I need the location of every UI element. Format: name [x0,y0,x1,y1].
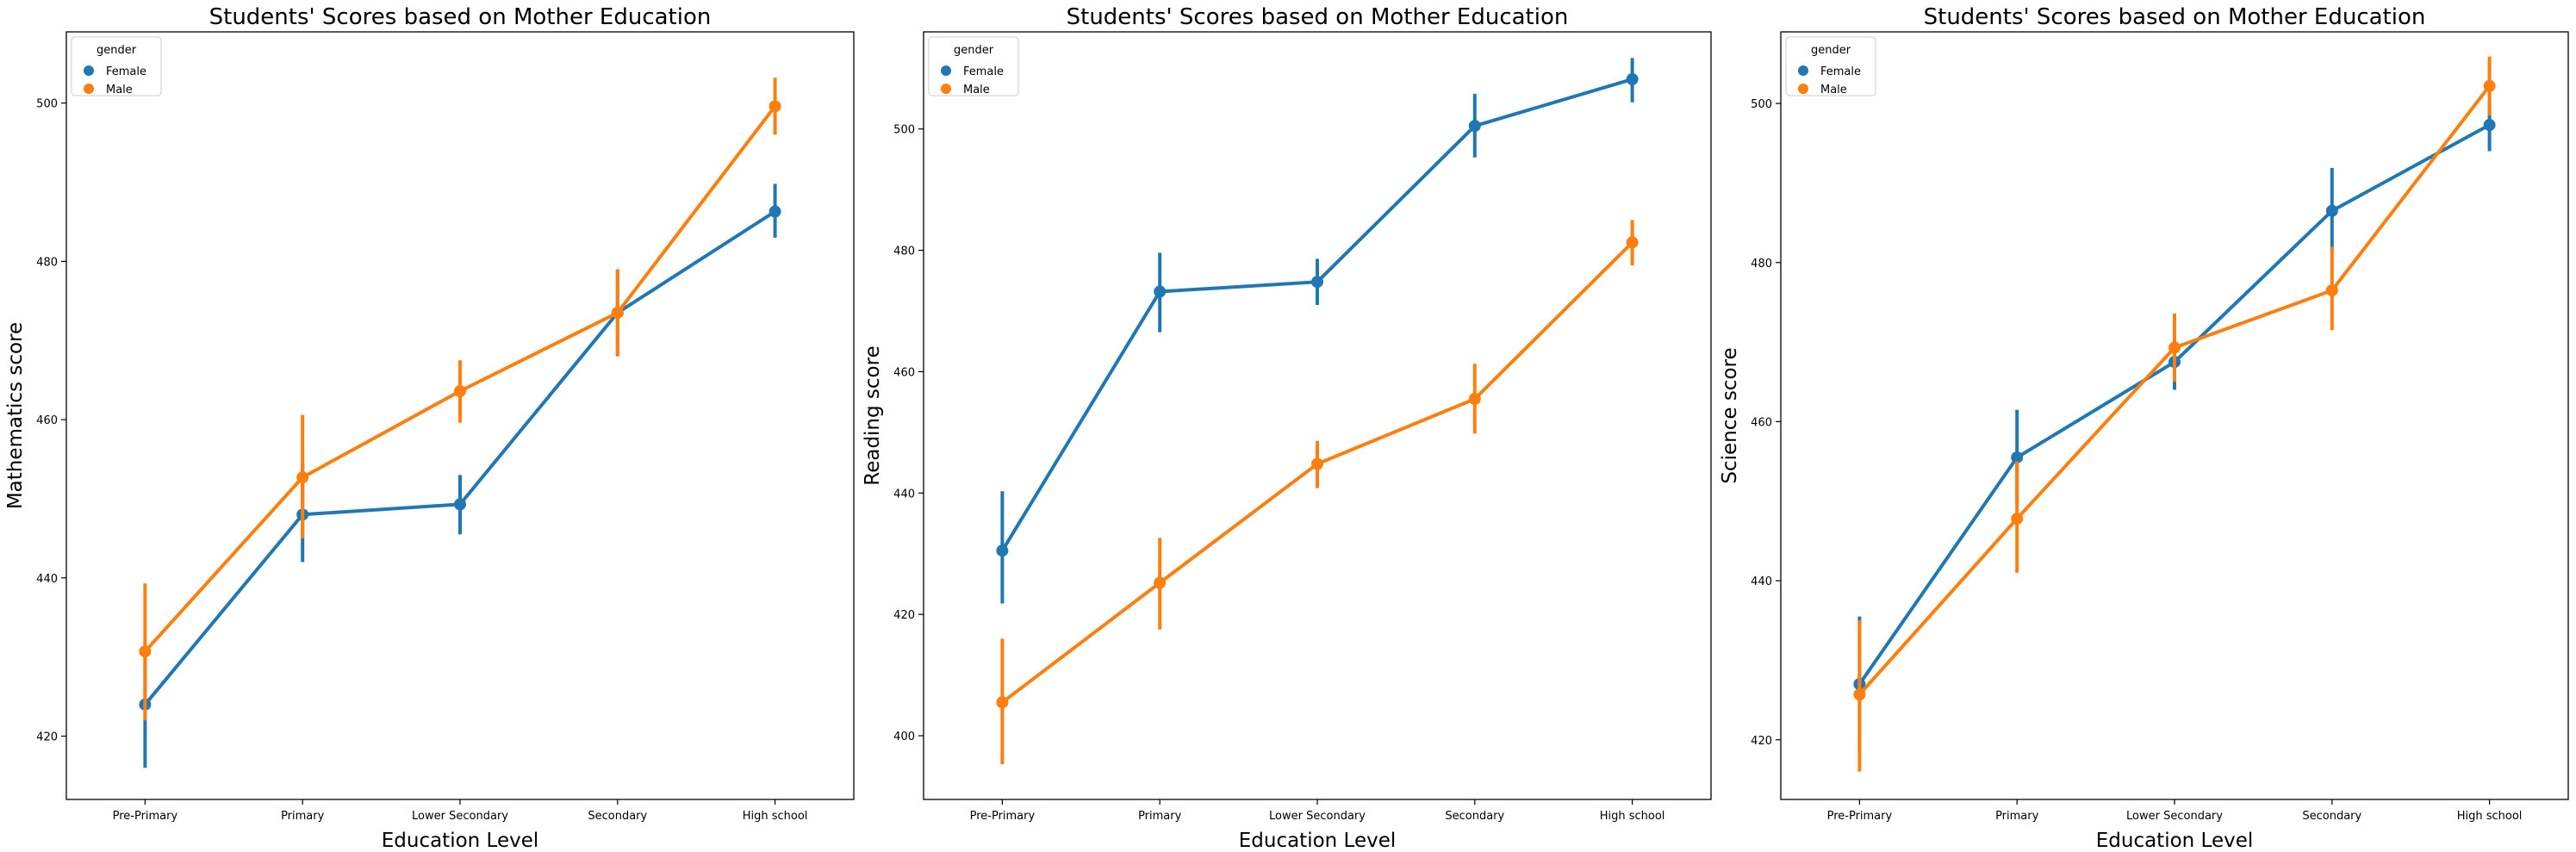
data-point-male [1311,457,1323,470]
x-tick-label: High school [743,810,808,823]
data-point-male [139,645,152,658]
x-axis-label: Education Level [382,830,539,852]
y-tick-label: 400 [893,731,915,743]
data-point-female [2483,119,2496,132]
y-tick-label: 440 [36,573,58,586]
data-point-male [1853,688,1866,701]
y-tick-label: 500 [893,124,915,137]
data-point-female [2325,204,2338,217]
data-point-female [1311,276,1323,289]
data-point-female [1468,120,1481,133]
data-point-male [2325,284,2338,297]
y-tick-label: 480 [893,246,915,258]
legend-title: gender [96,44,137,57]
legend-label: Female [1820,65,1861,78]
chart-title: Students' Scores based on Mother Educati… [1924,4,2426,30]
chart-panel-3: 420 440 460 480 500 Pre-Primary Primary Lower S… [1719,4,2569,852]
data-point-female [454,498,466,511]
axes-frame [923,31,1712,800]
data-point-male [296,471,309,484]
x-tick-label: Pre-Primary [970,810,1036,823]
y-tick-label: 460 [36,414,58,427]
y-tick-label: 460 [1751,416,1772,429]
chart-panel-1: 420 440 460 480 500 Pre-Primary Primary Lower S… [4,4,855,852]
legend-marker-female [1798,65,1808,76]
y-tick-label: 460 [893,366,915,379]
data-point-male [2168,341,2181,354]
legend-label: Male [106,84,133,96]
legend-label: Female [963,65,1004,78]
y-tick-label: 440 [1751,575,1772,588]
x-axis-label: Education Level [1239,830,1397,852]
series-line-female [143,209,776,706]
y-tick-label: 500 [36,98,58,111]
x-axis-label: Education Level [2096,830,2254,852]
legend-marker-female [941,65,951,76]
legend-marker-male [84,84,94,94]
y-tick-label: 420 [36,731,58,744]
chart-title: Students' Scores based on Mother Educati… [1067,4,1569,30]
x-tick-label: Secondary [588,810,647,823]
chart-panel-2: 400 420 440 460 480 500 Pre-Primary Primary Lowe… [862,4,1712,852]
data-point-female [1626,72,1639,85]
x-tick-label: Lower Secondary [1269,810,1366,823]
data-point-male [1468,393,1481,406]
legend-box [71,36,162,96]
x-tick-label: High school [1600,810,1665,823]
data-point-female [996,544,1009,557]
data-point-male [1626,236,1639,249]
data-point-male [996,696,1009,709]
y-tick-label: 420 [1751,735,1772,748]
data-point-female [768,205,781,218]
y-tick-label: 440 [893,488,915,501]
y-axis-label: Mathematics score [4,322,27,509]
x-tick-label: Primary [1138,810,1182,823]
y-tick-label: 480 [36,256,58,269]
x-tick-label: Pre-Primary [113,810,178,823]
x-tick-label: Primary [1995,810,2039,823]
x-tick-label: Lower Secondary [2126,810,2223,823]
legend-label: Male [963,84,990,96]
data-point-female [2011,451,2024,463]
data-point-male [611,307,624,320]
data-point-male [2483,79,2496,92]
y-tick-label: 480 [1751,258,1772,271]
data-point-male [768,100,781,113]
x-tick-label: Pre-Primary [1827,810,1893,823]
legend-marker-male [1798,84,1808,94]
legend-marker-male [941,84,951,94]
legend-label: Male [1820,84,1847,96]
legend-box [1785,36,1876,96]
x-tick-label: Primary [281,810,325,823]
x-tick-label: Secondary [2302,810,2361,823]
legend-marker-female [84,65,94,76]
data-point-male [1154,576,1167,589]
data-point-female [1154,285,1167,298]
y-axis-label: Science score [1719,347,1741,483]
y-tick-label: 500 [1751,98,1772,111]
legend-title: gender [1811,44,1851,57]
x-tick-label: Secondary [1445,810,1504,823]
data-point-male [454,385,466,398]
chart-title: Students' Scores based on Mother Educati… [209,4,712,30]
y-axis-label: Reading score [862,345,884,485]
legend-title: gender [954,44,994,57]
data-point-male [2011,513,2024,526]
legend-box [928,36,1019,96]
x-tick-label: High school [2457,810,2523,823]
x-tick-label: Lower Secondary [412,810,508,823]
y-tick-label: 420 [893,609,915,622]
legend-label: Female [106,65,146,78]
